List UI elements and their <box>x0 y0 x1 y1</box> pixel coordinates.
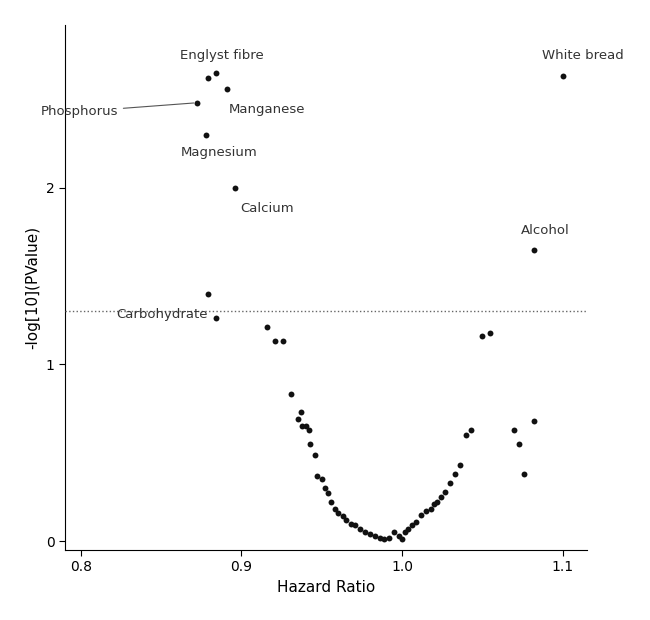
Point <box>379 534 389 544</box>
Point <box>360 528 370 538</box>
Text: Calcium: Calcium <box>240 202 294 215</box>
Point <box>296 407 306 417</box>
Point <box>270 337 280 347</box>
Point <box>292 414 303 424</box>
Point <box>341 515 351 525</box>
Point <box>337 512 348 521</box>
Point <box>286 389 296 399</box>
Point <box>485 327 495 337</box>
Point <box>191 98 202 108</box>
Point <box>278 337 289 347</box>
Point <box>369 531 380 541</box>
Point <box>374 533 385 542</box>
Point <box>454 460 465 470</box>
Point <box>350 520 361 530</box>
Point <box>450 469 460 479</box>
Point <box>440 487 450 497</box>
Point <box>230 183 240 193</box>
Point <box>557 71 567 81</box>
Point <box>211 314 221 324</box>
Point <box>320 483 330 493</box>
Point <box>519 469 529 479</box>
Point <box>406 520 417 530</box>
Point <box>416 510 426 520</box>
Text: Phosphorus: Phosphorus <box>40 103 194 118</box>
Text: White bread: White bread <box>541 48 623 61</box>
Point <box>403 524 413 534</box>
Text: Manganese: Manganese <box>229 104 305 117</box>
Text: Carbohydrate: Carbohydrate <box>116 308 208 321</box>
Point <box>330 505 340 515</box>
Point <box>211 68 221 78</box>
Point <box>203 289 213 299</box>
Point <box>394 531 404 541</box>
Point <box>201 130 211 140</box>
Point <box>365 529 375 539</box>
Point <box>384 533 395 542</box>
Point <box>262 322 272 332</box>
Point <box>514 439 525 449</box>
Point <box>429 499 439 509</box>
Point <box>426 505 436 515</box>
Point <box>461 430 471 440</box>
Y-axis label: -log[10](PValue): -log[10](PValue) <box>25 226 40 349</box>
Point <box>432 497 443 507</box>
Point <box>300 422 311 432</box>
Text: Magnesium: Magnesium <box>181 146 257 159</box>
Point <box>326 497 337 507</box>
Point <box>222 84 232 94</box>
Point <box>317 474 327 484</box>
Point <box>466 425 476 435</box>
Point <box>389 528 399 538</box>
Point <box>436 492 446 502</box>
Point <box>411 517 422 527</box>
Point <box>396 534 407 544</box>
Point <box>445 478 456 488</box>
Point <box>355 524 365 534</box>
Point <box>304 425 314 435</box>
Text: Alcohol: Alcohol <box>521 224 569 237</box>
Point <box>310 450 320 459</box>
X-axis label: Hazard Ratio: Hazard Ratio <box>277 580 375 595</box>
Point <box>345 518 356 528</box>
Point <box>421 506 432 516</box>
Point <box>312 471 322 480</box>
Point <box>509 425 519 435</box>
Text: Englyst fibre: Englyst fibre <box>181 48 264 61</box>
Point <box>528 416 539 426</box>
Point <box>203 73 213 83</box>
Point <box>477 331 488 341</box>
Point <box>297 422 307 432</box>
Point <box>333 508 343 518</box>
Point <box>323 489 333 498</box>
Point <box>306 439 316 449</box>
Point <box>528 244 539 254</box>
Point <box>400 528 410 538</box>
